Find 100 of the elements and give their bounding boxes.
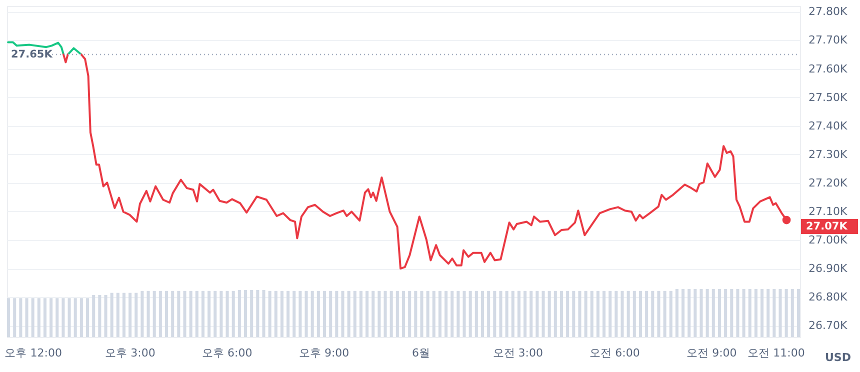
bar bbox=[742, 289, 746, 337]
bar bbox=[164, 290, 168, 337]
bar bbox=[420, 290, 424, 337]
bar bbox=[560, 290, 564, 337]
bar bbox=[98, 295, 102, 337]
bar bbox=[766, 289, 770, 337]
bar bbox=[177, 290, 180, 337]
bar bbox=[183, 290, 186, 337]
bar bbox=[608, 290, 612, 337]
bar bbox=[651, 290, 654, 337]
bar bbox=[663, 290, 666, 337]
bar bbox=[347, 290, 350, 337]
bar bbox=[796, 289, 800, 337]
bar bbox=[638, 290, 642, 337]
x-tick-label: 오전 11:00 bbox=[748, 346, 805, 360]
y-tick-label: 27.10K bbox=[808, 204, 848, 218]
bar bbox=[7, 298, 10, 337]
bar bbox=[578, 290, 582, 337]
bar bbox=[310, 290, 314, 337]
bar bbox=[372, 290, 375, 337]
bar bbox=[657, 290, 660, 337]
bar bbox=[86, 298, 90, 337]
bar bbox=[146, 290, 150, 337]
bar bbox=[171, 290, 174, 337]
bar bbox=[748, 289, 752, 337]
x-tick-label: 오후 9:00 bbox=[298, 346, 350, 360]
x-tick-label: 오전 6:00 bbox=[590, 346, 640, 360]
bar bbox=[493, 290, 496, 337]
bar bbox=[238, 290, 241, 337]
bar bbox=[56, 298, 59, 337]
bar bbox=[329, 290, 332, 337]
bar bbox=[784, 289, 788, 337]
y-tick-label: 26.90K bbox=[808, 262, 848, 276]
bar bbox=[536, 290, 539, 337]
bar bbox=[116, 292, 120, 337]
bar bbox=[158, 290, 162, 337]
bar bbox=[378, 290, 381, 337]
bar bbox=[110, 292, 114, 337]
bar bbox=[256, 290, 260, 337]
bar bbox=[214, 290, 217, 337]
x-tick-label: 오후 3:00 bbox=[105, 346, 156, 360]
bar bbox=[487, 290, 490, 337]
bar bbox=[74, 298, 77, 337]
bar bbox=[790, 289, 794, 337]
bar bbox=[128, 292, 132, 337]
bar bbox=[298, 290, 302, 337]
bar bbox=[359, 290, 362, 337]
bar bbox=[530, 290, 533, 337]
bar bbox=[13, 298, 16, 337]
bar bbox=[426, 290, 430, 337]
bar bbox=[754, 289, 758, 337]
bar bbox=[37, 298, 40, 337]
bar bbox=[122, 292, 126, 337]
x-tick-label: 오전 9:00 bbox=[686, 346, 737, 360]
y-tick-label: 27.60K bbox=[808, 62, 848, 76]
x-tick-label: 오후 12:00 bbox=[4, 346, 62, 360]
bar bbox=[19, 298, 22, 337]
bar bbox=[444, 290, 448, 337]
ref-line-label: 27.65K bbox=[11, 48, 54, 61]
y-tick-label: 27.70K bbox=[808, 34, 848, 47]
bar bbox=[438, 290, 442, 337]
bar bbox=[189, 290, 192, 337]
bar bbox=[688, 289, 691, 337]
bar bbox=[730, 289, 734, 337]
bar bbox=[286, 290, 290, 337]
bar bbox=[645, 290, 648, 337]
bar bbox=[396, 290, 399, 337]
bar bbox=[620, 290, 624, 337]
bar bbox=[675, 289, 678, 337]
bar bbox=[626, 290, 630, 337]
bar bbox=[566, 290, 570, 337]
bar bbox=[43, 298, 46, 337]
bar bbox=[700, 289, 703, 337]
bar bbox=[462, 290, 466, 337]
bar bbox=[292, 290, 296, 337]
bar bbox=[384, 290, 387, 337]
bar bbox=[25, 298, 28, 337]
bar bbox=[548, 290, 551, 337]
text: USD bbox=[825, 351, 851, 364]
bar bbox=[31, 298, 34, 337]
bar bbox=[682, 289, 685, 337]
bar bbox=[456, 290, 460, 337]
bar bbox=[104, 295, 108, 337]
bar bbox=[511, 290, 514, 337]
y-tick-label: 27.20K bbox=[808, 176, 848, 190]
bar bbox=[341, 290, 344, 337]
bar bbox=[134, 292, 138, 337]
bar bbox=[480, 290, 484, 337]
bar bbox=[335, 290, 338, 337]
y-tick-label: 26.70K bbox=[808, 319, 848, 332]
bar bbox=[694, 289, 697, 337]
bar bbox=[322, 290, 326, 337]
bar bbox=[92, 295, 96, 337]
bar bbox=[80, 298, 83, 337]
x-tick-label: 오전 3:00 bbox=[492, 346, 543, 360]
bar bbox=[152, 290, 156, 337]
bar bbox=[250, 290, 254, 337]
bar bbox=[614, 290, 618, 337]
bar bbox=[517, 290, 520, 337]
bar bbox=[390, 290, 393, 337]
